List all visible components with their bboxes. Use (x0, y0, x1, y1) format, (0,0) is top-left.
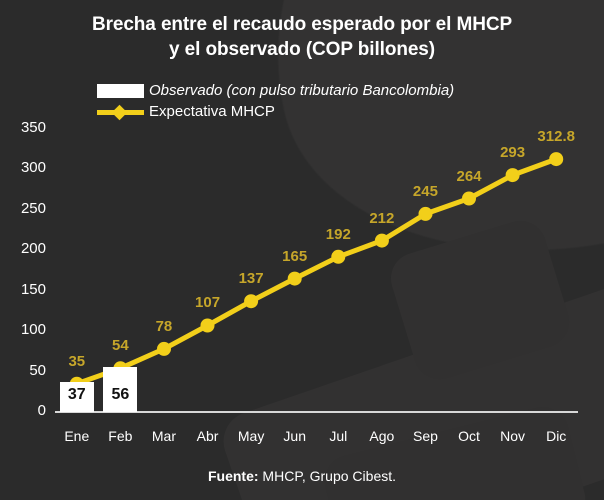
chart-header: Brecha entre el recaudo esperado por el … (0, 0, 604, 62)
x-axis-tick-label: Dic (546, 428, 567, 444)
x-axis-tick-label: Nov (500, 428, 526, 444)
data-point-marker[interactable] (462, 191, 476, 206)
x-axis-tick-label: Feb (108, 428, 133, 444)
x-axis-tick-label: Jun (283, 428, 306, 444)
data-point-value-label: 192 (325, 225, 351, 243)
y-axis-tick-label: 0 (37, 402, 46, 419)
bar-observado (59, 382, 94, 412)
y-axis-tick-label: 100 (20, 321, 46, 339)
y-axis-tick-label: 150 (20, 280, 46, 298)
data-point-marker[interactable] (418, 206, 433, 221)
x-axis-tick-label: Abr (196, 428, 219, 444)
chart-title-line-1: Brecha entre el recaudo esperado por el … (91, 14, 513, 35)
y-axis-tick-label: 250 (20, 199, 46, 217)
bar-value-label: 37 (67, 386, 86, 403)
x-axis-tick-label: Jul (329, 428, 348, 444)
y-axis-tick-label: 350 (20, 119, 46, 136)
chart-title: Brecha entre el recaudo esperado por el … (0, 0, 604, 62)
source-text: MHCP, Grupo Cibest. (258, 468, 397, 484)
data-point-marker[interactable] (287, 271, 302, 286)
y-axis-tick-label: 300 (20, 159, 46, 177)
y-axis-tick-label: 50 (29, 361, 46, 379)
data-point-marker[interactable] (200, 318, 215, 333)
legend-item-label: Observado (con pulso tributario Bancolom… (149, 82, 455, 99)
data-point-value-label: 293 (500, 144, 526, 162)
x-axis-tick-label: May (237, 428, 265, 444)
bar-observado (103, 366, 138, 412)
data-point-value-label: 245 (412, 182, 438, 200)
chart-title-line-2: y el observado (COP billones) (169, 39, 435, 60)
data-point-marker[interactable] (505, 168, 520, 183)
legend-item-expectativa[interactable]: Expectativa MHCP (97, 101, 454, 122)
data-point-value-label: 212 (369, 209, 395, 227)
chart-source-note: Fuente: MHCP, Grupo Cibest. (0, 468, 604, 484)
y-axis-tick-label: 200 (20, 240, 46, 258)
legend-item-observado[interactable]: Observado (con pulso tributario Bancolom… (97, 80, 454, 101)
data-point-value-label: 54 (112, 337, 129, 355)
chart-legend: Observado (con pulso tributario Bancolom… (97, 80, 454, 122)
data-point-value-label: 165 (282, 247, 308, 265)
data-point-marker[interactable] (157, 341, 171, 356)
expectativa-line-path (74, 156, 559, 387)
x-axis-tick-label: Ago (369, 428, 395, 444)
legend-bar-swatch-icon (97, 83, 144, 98)
x-axis-tick-label: Ene (64, 428, 90, 444)
source-label: Fuente: (207, 468, 259, 484)
legend-item-label: Expectativa MHCP (149, 103, 275, 120)
data-point-marker[interactable] (331, 249, 346, 264)
data-point-marker[interactable] (374, 233, 389, 248)
legend-line-swatch-icon (97, 104, 144, 120)
bar-value-label: 56 (111, 386, 130, 403)
data-point-value-label: 78 (155, 317, 173, 335)
data-point-value-label: 312.8 (537, 128, 575, 146)
legend-diamond-marker-icon (111, 104, 128, 120)
x-axis-tick-label: Mar (151, 428, 176, 444)
data-point-marker[interactable] (549, 152, 564, 167)
data-point-value-label: 137 (238, 270, 264, 288)
data-point-marker[interactable] (244, 294, 259, 309)
data-point-value-label: 107 (195, 294, 221, 312)
data-point-value-label: 264 (456, 167, 482, 185)
x-axis-tick-label: Oct (458, 428, 480, 444)
data-point-value-label: 35 (68, 352, 86, 370)
x-axis-tick-label: Sep (412, 428, 438, 444)
